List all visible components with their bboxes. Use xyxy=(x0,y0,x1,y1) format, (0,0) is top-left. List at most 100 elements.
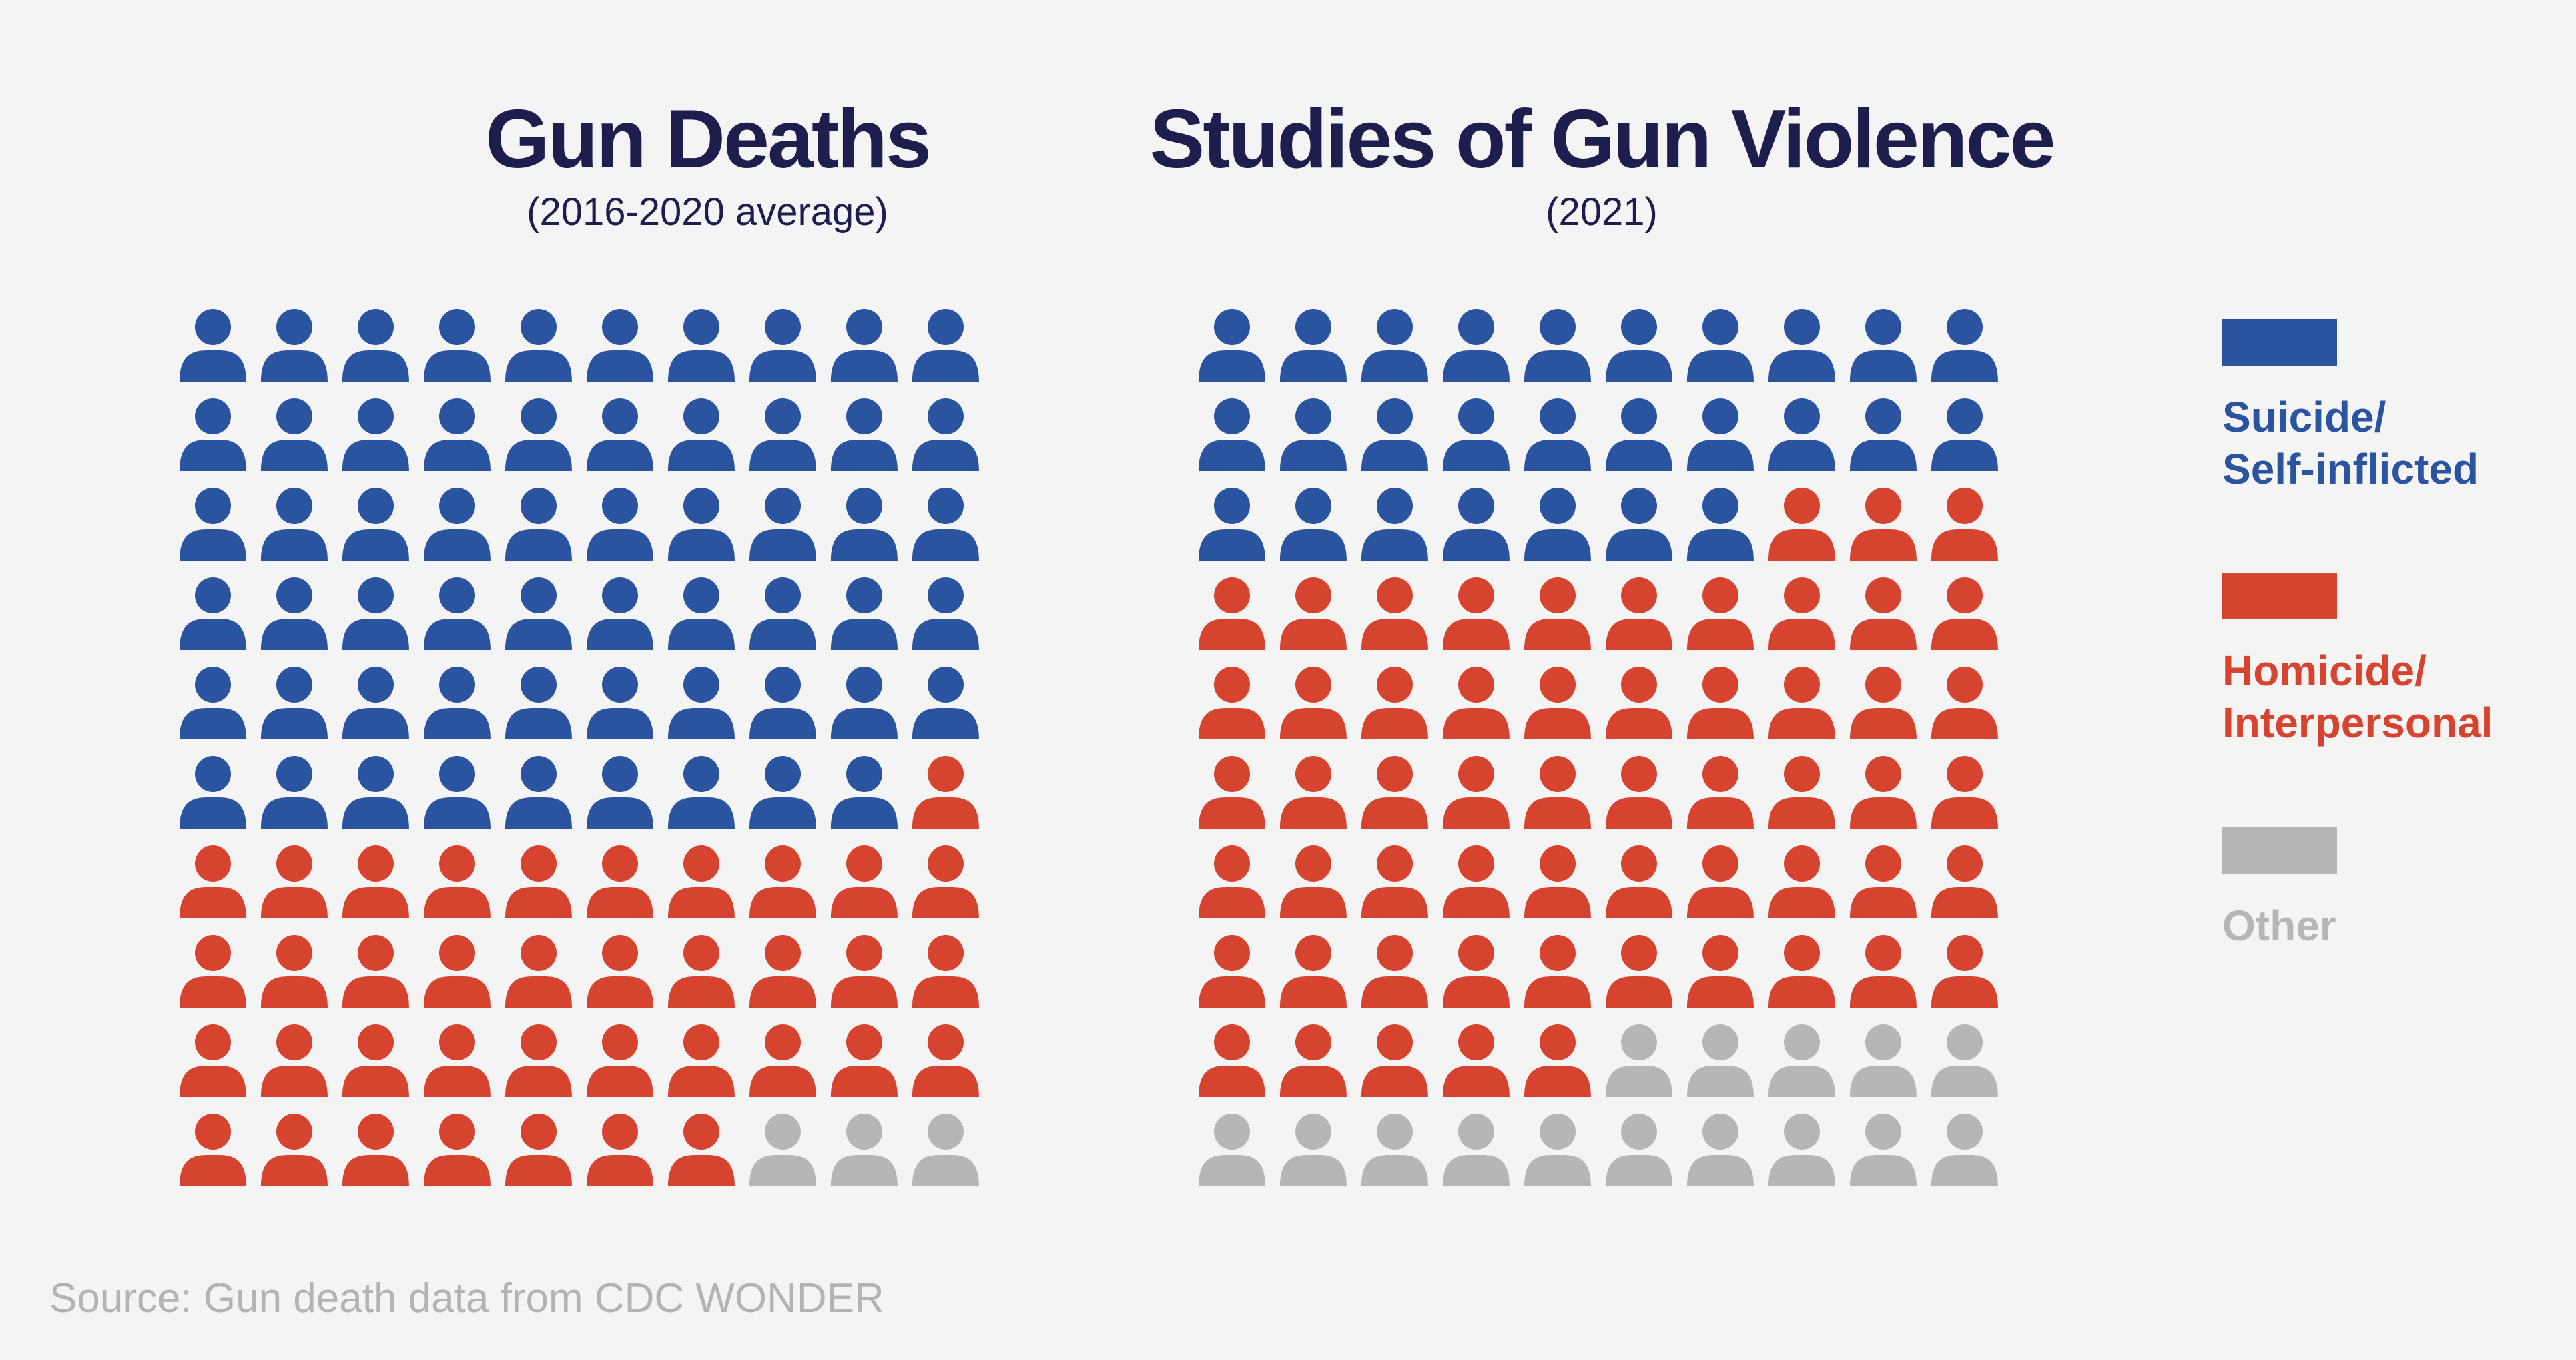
person-icon-homicide xyxy=(1443,935,1510,1008)
person-icon-suicide xyxy=(668,309,735,382)
person-icon-suicide xyxy=(261,488,328,561)
person-icon-other xyxy=(1931,1114,1998,1186)
person-icon-other xyxy=(1768,1114,1835,1186)
person-icon-suicide xyxy=(912,577,979,650)
person-icon-suicide xyxy=(261,577,328,650)
person-icon-suicide xyxy=(1687,309,1754,382)
person-icon-homicide xyxy=(1361,756,1428,829)
person-icon-homicide xyxy=(1443,667,1510,739)
person-icon-homicide xyxy=(1199,1024,1265,1097)
person-icon-suicide xyxy=(1443,398,1510,471)
person-icon-homicide xyxy=(668,1114,735,1186)
person-icon-homicide xyxy=(1280,935,1347,1008)
person-icon-suicide xyxy=(1443,309,1510,382)
legend-label-other: Other xyxy=(2222,900,2336,952)
person-icon-suicide xyxy=(424,667,491,739)
person-icon-suicide xyxy=(749,756,816,829)
person-icon-homicide xyxy=(1443,845,1510,918)
person-icon-other xyxy=(749,1114,816,1186)
person-icon-suicide xyxy=(587,756,653,829)
person-icon-homicide xyxy=(1931,488,1998,561)
person-icon-suicide xyxy=(505,309,572,382)
person-icon-other xyxy=(1606,1114,1672,1186)
person-icon-homicide xyxy=(342,935,409,1008)
person-icon-homicide xyxy=(1850,577,1917,650)
person-icon-homicide xyxy=(1524,845,1591,918)
person-icon-suicide xyxy=(749,309,816,382)
person-icon-homicide xyxy=(668,1024,735,1097)
person-icon-other xyxy=(1768,1024,1835,1097)
person-icon-other xyxy=(1687,1024,1754,1097)
person-icon-suicide xyxy=(668,756,735,829)
person-icon-suicide xyxy=(831,309,898,382)
person-icon-homicide xyxy=(1768,935,1835,1008)
person-icon-suicide xyxy=(1850,398,1917,471)
person-icon-homicide xyxy=(831,1024,898,1097)
person-icon-homicide xyxy=(505,845,572,918)
person-icon-homicide xyxy=(1280,667,1347,739)
person-icon-suicide xyxy=(1361,398,1428,471)
person-icon-suicide xyxy=(1687,398,1754,471)
person-icon-suicide xyxy=(1280,309,1347,382)
person-icon-homicide xyxy=(1524,935,1591,1008)
person-icon-suicide xyxy=(1524,309,1591,382)
person-icon-homicide xyxy=(1524,756,1591,829)
person-icon-homicide xyxy=(1931,577,1998,650)
person-icon-suicide xyxy=(749,398,816,471)
person-icon-suicide xyxy=(668,398,735,471)
chart2-subtitle: (2021) xyxy=(1546,190,1658,234)
person-icon-homicide xyxy=(261,935,328,1008)
gun-deaths-waffle-chart xyxy=(180,309,979,1186)
legend-label-homicide-line2: Interpersonal xyxy=(2222,699,2493,747)
person-icon-homicide xyxy=(424,845,491,918)
person-icon-suicide xyxy=(1280,398,1347,471)
person-icon-suicide xyxy=(342,577,409,650)
person-icon-suicide xyxy=(180,577,246,650)
person-icon-homicide xyxy=(912,756,979,829)
person-icon-homicide xyxy=(1361,577,1428,650)
person-icon-suicide xyxy=(1443,488,1510,561)
person-icon-homicide xyxy=(1280,756,1347,829)
person-icon-homicide xyxy=(1361,935,1428,1008)
person-icon-homicide xyxy=(1687,935,1754,1008)
person-icon-suicide xyxy=(180,398,246,471)
person-icon-homicide xyxy=(1606,935,1672,1008)
person-icon-suicide xyxy=(668,577,735,650)
person-icon-suicide xyxy=(261,398,328,471)
person-icon-other xyxy=(912,1114,979,1186)
person-icon-homicide xyxy=(180,935,246,1008)
person-icon-homicide xyxy=(587,845,653,918)
person-icon-homicide xyxy=(505,935,572,1008)
person-icon-suicide xyxy=(180,488,246,561)
person-icon-homicide xyxy=(1199,935,1265,1008)
person-icon-other xyxy=(1850,1024,1917,1097)
person-icon-suicide xyxy=(831,488,898,561)
person-icon-homicide xyxy=(668,935,735,1008)
person-icon-suicide xyxy=(1931,398,1998,471)
person-icon-homicide xyxy=(1850,845,1917,918)
chart1-subtitle: (2016-2020 average) xyxy=(527,190,888,234)
person-icon-suicide xyxy=(261,756,328,829)
person-icon-suicide xyxy=(505,398,572,471)
person-icon-homicide xyxy=(1361,667,1428,739)
person-icon-homicide xyxy=(587,1024,653,1097)
person-icon-suicide xyxy=(180,309,246,382)
person-icon-suicide xyxy=(1199,309,1265,382)
person-icon-homicide xyxy=(749,935,816,1008)
gun-violence-studies-waffle-chart xyxy=(1199,309,1998,1186)
person-icon-homicide xyxy=(1199,667,1265,739)
person-icon-suicide xyxy=(912,309,979,382)
person-icon-homicide xyxy=(912,845,979,918)
person-icon-suicide xyxy=(1768,398,1835,471)
person-icon-homicide xyxy=(342,1114,409,1186)
person-icon-suicide xyxy=(342,398,409,471)
person-icon-homicide xyxy=(1850,488,1917,561)
person-icon-homicide xyxy=(1199,845,1265,918)
person-icon-suicide xyxy=(261,667,328,739)
person-icon-suicide xyxy=(1361,309,1428,382)
person-icon-homicide xyxy=(424,935,491,1008)
person-icon-homicide xyxy=(1768,845,1835,918)
person-icon-homicide xyxy=(1280,577,1347,650)
chart2-title: Studies of Gun Violence xyxy=(1149,93,2056,186)
person-icon-homicide xyxy=(424,1024,491,1097)
